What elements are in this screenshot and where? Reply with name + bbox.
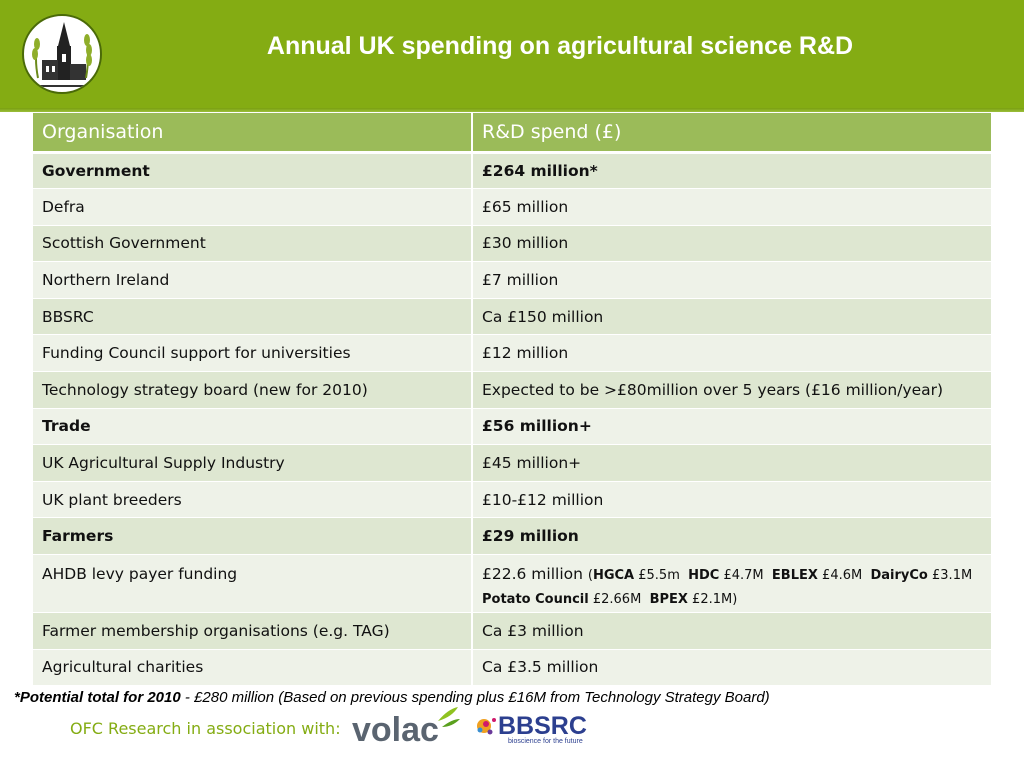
- table-row: Farmer membership organisations (e.g. TA…: [33, 612, 993, 650]
- table-row: UK Agricultural Supply Industry £45 mill…: [33, 444, 993, 482]
- spend-total: £22.6 million: [482, 565, 583, 584]
- table-row: Defra £65 million: [33, 188, 993, 226]
- levy-body-name: Potato Council: [482, 592, 589, 608]
- spend-cell: £7 million: [472, 261, 993, 299]
- volac-logo-text: volac: [352, 711, 439, 747]
- spend-cell: £45 million+: [472, 444, 993, 482]
- footnote-text: - £280 million (Based on previous spendi…: [180, 689, 770, 706]
- spend-cell: £56 million+: [472, 408, 993, 446]
- table-header-row: Organisation R&D spend (£): [33, 113, 993, 154]
- page-title: Annual UK spending on agricultural scien…: [266, 32, 854, 60]
- organisation-cell: UK plant breeders: [33, 481, 473, 519]
- bbsrc-tagline: bioscience for the future: [508, 738, 583, 745]
- spend-cell: £12 million: [472, 334, 993, 373]
- bbsrc-logo-text: BBSRC: [498, 712, 587, 740]
- church-wheat-logo-icon: [22, 14, 102, 94]
- levy-body-name: DairyCo: [870, 568, 928, 584]
- levy-body-name: EBLEX: [771, 568, 818, 584]
- table-row: UK plant breeders £10-£12 million: [33, 481, 993, 519]
- levy-breakdown: (HGCA £5.5m HDC £4.7M EBLEX £4.6M DairyC…: [482, 568, 976, 607]
- organisation-cell: Farmers: [33, 517, 473, 556]
- spending-table: Organisation R&D spend (£) Government £2…: [33, 113, 993, 687]
- spend-cell: £65 million: [472, 188, 993, 226]
- table-row: Scottish Government £30 million: [33, 225, 993, 263]
- organisation-cell: Technology strategy board (new for 2010): [33, 371, 473, 409]
- organisation-cell: Government: [33, 152, 473, 190]
- spend-cell: Ca £150 million: [472, 298, 993, 336]
- levy-body-value: £3.1M: [932, 568, 973, 584]
- table-row: Agricultural charities Ca £3.5 million: [33, 649, 993, 687]
- spend-cell: Ca £3.5 million: [472, 649, 993, 687]
- levy-body-value: £4.6M: [822, 568, 863, 584]
- spend-cell: £29 million: [472, 517, 993, 556]
- organisation-cell: Trade: [33, 408, 473, 446]
- credit-text: OFC Research in association with:: [70, 719, 341, 738]
- levy-body-name: BPEX: [649, 592, 688, 608]
- spend-cell: Expected to be >£80million over 5 years …: [472, 371, 993, 409]
- header-band: [0, 0, 1024, 112]
- volac-logo-icon: volac: [352, 707, 462, 749]
- column-header-spend: R&D spend (£): [472, 113, 993, 154]
- organisation-cell: BBSRC: [33, 298, 473, 336]
- spend-cell: £22.6 million (HGCA £5.5m HDC £4.7M EBLE…: [472, 554, 993, 614]
- footnote-bold: *Potential total for 2010: [14, 689, 181, 706]
- spend-cell: £30 million: [472, 225, 993, 263]
- spend-cell: Ca £3 million: [472, 612, 993, 650]
- breakdown-close: ): [732, 592, 738, 608]
- organisation-cell: Farmer membership organisations (e.g. TA…: [33, 612, 473, 650]
- table-row: Northern Ireland £7 million: [33, 261, 993, 299]
- levy-body-value: £5.5m: [638, 568, 680, 584]
- table-row: Government £264 million*: [33, 152, 993, 190]
- table-row: Farmers £29 million: [33, 517, 993, 556]
- organisation-cell: UK Agricultural Supply Industry: [33, 444, 473, 482]
- levy-body-value: £4.7M: [723, 568, 764, 584]
- organisation-cell: Defra: [33, 188, 473, 226]
- levy-body-name: HGCA: [592, 568, 635, 584]
- table-row: Technology strategy board (new for 2010)…: [33, 371, 993, 409]
- levy-body-value: £2.66M: [592, 592, 642, 608]
- organisation-cell: Agricultural charities: [33, 649, 473, 687]
- column-header-organisation: Organisation: [33, 113, 473, 154]
- table-row: Trade £56 million+: [33, 408, 993, 446]
- spend-cell: £10-£12 million: [472, 481, 993, 519]
- organisation-cell: Northern Ireland: [33, 261, 473, 299]
- table-row: AHDB levy payer funding £22.6 million (H…: [33, 554, 993, 614]
- breakdown-open: (: [587, 568, 593, 584]
- table-row: BBSRC Ca £150 million: [33, 298, 993, 336]
- footnote: *Potential total for 2010 - £280 million…: [14, 689, 770, 706]
- bbsrc-logo-icon: BBSRC bioscience for the future: [474, 710, 590, 746]
- organisation-cell: AHDB levy payer funding: [33, 554, 473, 614]
- header-divider: [0, 108, 1024, 112]
- spend-cell: £264 million*: [472, 152, 993, 190]
- levy-body-value: £2.1M: [692, 592, 733, 608]
- levy-body-name: HDC: [688, 568, 720, 584]
- organisation-cell: Scottish Government: [33, 225, 473, 263]
- table-row: Funding Council support for universities…: [33, 334, 993, 373]
- organisation-cell: Funding Council support for universities: [33, 334, 473, 373]
